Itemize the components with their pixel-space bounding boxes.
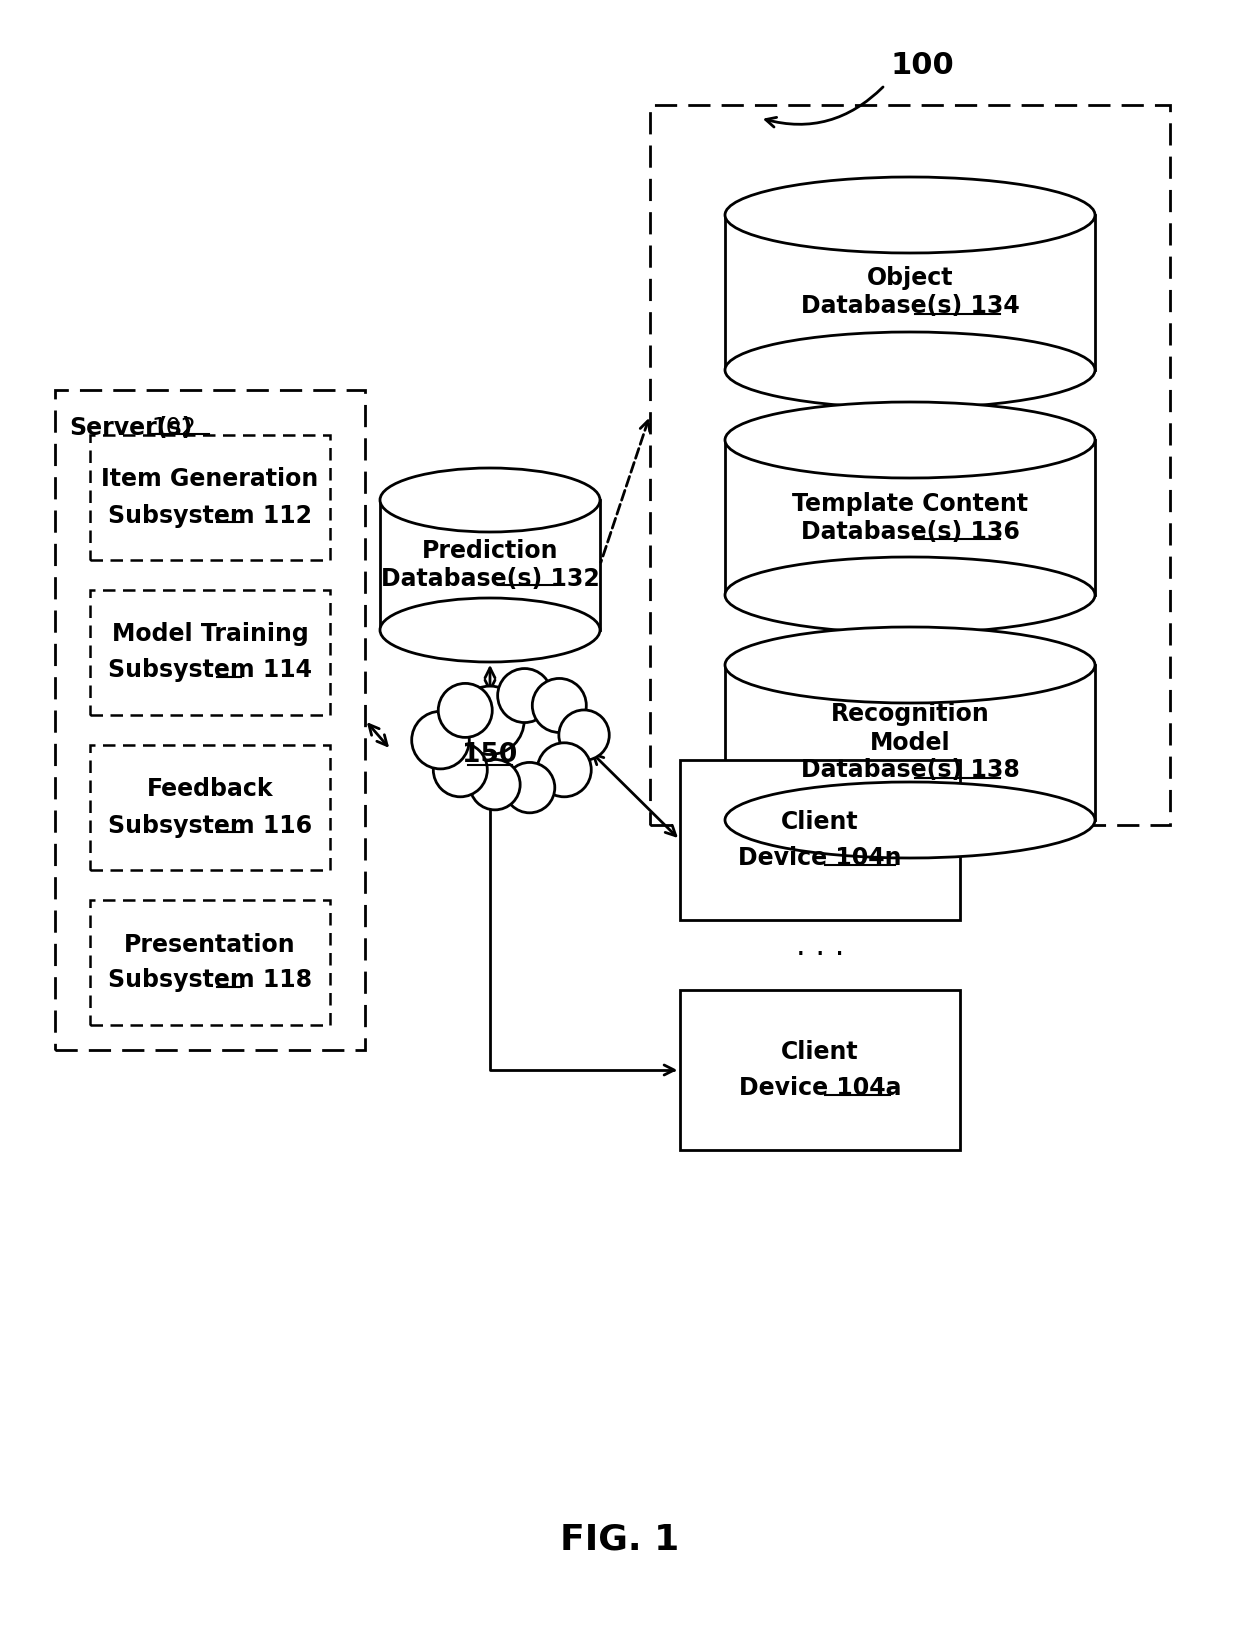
Ellipse shape [379,468,600,532]
Ellipse shape [725,177,1095,253]
FancyBboxPatch shape [680,990,960,1150]
Circle shape [470,760,520,809]
Circle shape [537,743,591,796]
Ellipse shape [725,401,1095,477]
Text: Feedback: Feedback [146,778,273,801]
Text: Server(s): Server(s) [69,416,192,439]
Ellipse shape [725,332,1095,408]
Circle shape [532,679,587,732]
Polygon shape [725,666,1095,819]
Text: Database(s) 134: Database(s) 134 [801,294,1019,319]
Text: Model Training: Model Training [112,623,309,646]
Text: Device 104a: Device 104a [739,1075,901,1100]
Text: Subsystem 116: Subsystem 116 [108,813,312,838]
Circle shape [412,712,469,768]
Text: Subsystem 112: Subsystem 112 [108,504,312,527]
Circle shape [438,684,492,737]
Text: Object: Object [867,266,954,291]
Text: Client: Client [781,809,859,834]
FancyBboxPatch shape [55,390,365,1051]
Ellipse shape [725,628,1095,704]
Text: Database(s) 138: Database(s) 138 [801,758,1019,783]
Polygon shape [725,439,1095,595]
Text: Prediction: Prediction [422,539,558,563]
FancyBboxPatch shape [91,745,330,871]
Ellipse shape [379,598,600,662]
Text: Database(s) 136: Database(s) 136 [801,519,1019,544]
FancyBboxPatch shape [91,434,330,560]
FancyBboxPatch shape [650,106,1171,824]
Text: 150: 150 [463,742,517,768]
Ellipse shape [725,557,1095,633]
Text: Device 104n: Device 104n [738,846,901,871]
Text: Subsystem 114: Subsystem 114 [108,659,312,682]
Circle shape [433,743,487,796]
Circle shape [559,710,609,760]
Text: Model: Model [869,730,950,755]
Text: 100: 100 [890,51,954,79]
Polygon shape [379,501,600,629]
Text: Client: Client [781,1041,859,1064]
Circle shape [456,686,525,755]
Ellipse shape [725,781,1095,857]
Polygon shape [725,215,1095,370]
Text: Database(s) 132: Database(s) 132 [381,567,599,591]
Circle shape [505,763,554,813]
Text: Template Content: Template Content [792,492,1028,515]
Text: Recognition: Recognition [831,702,990,727]
Text: · · ·: · · · [796,940,844,970]
FancyBboxPatch shape [680,760,960,920]
Text: Presentation: Presentation [124,932,296,957]
Text: FIG. 1: FIG. 1 [560,1523,680,1556]
Circle shape [497,669,552,722]
Text: Item Generation: Item Generation [102,468,319,492]
FancyBboxPatch shape [91,900,330,1024]
Text: Subsystem 118: Subsystem 118 [108,968,312,993]
FancyBboxPatch shape [91,590,330,715]
Text: 102: 102 [151,416,196,439]
